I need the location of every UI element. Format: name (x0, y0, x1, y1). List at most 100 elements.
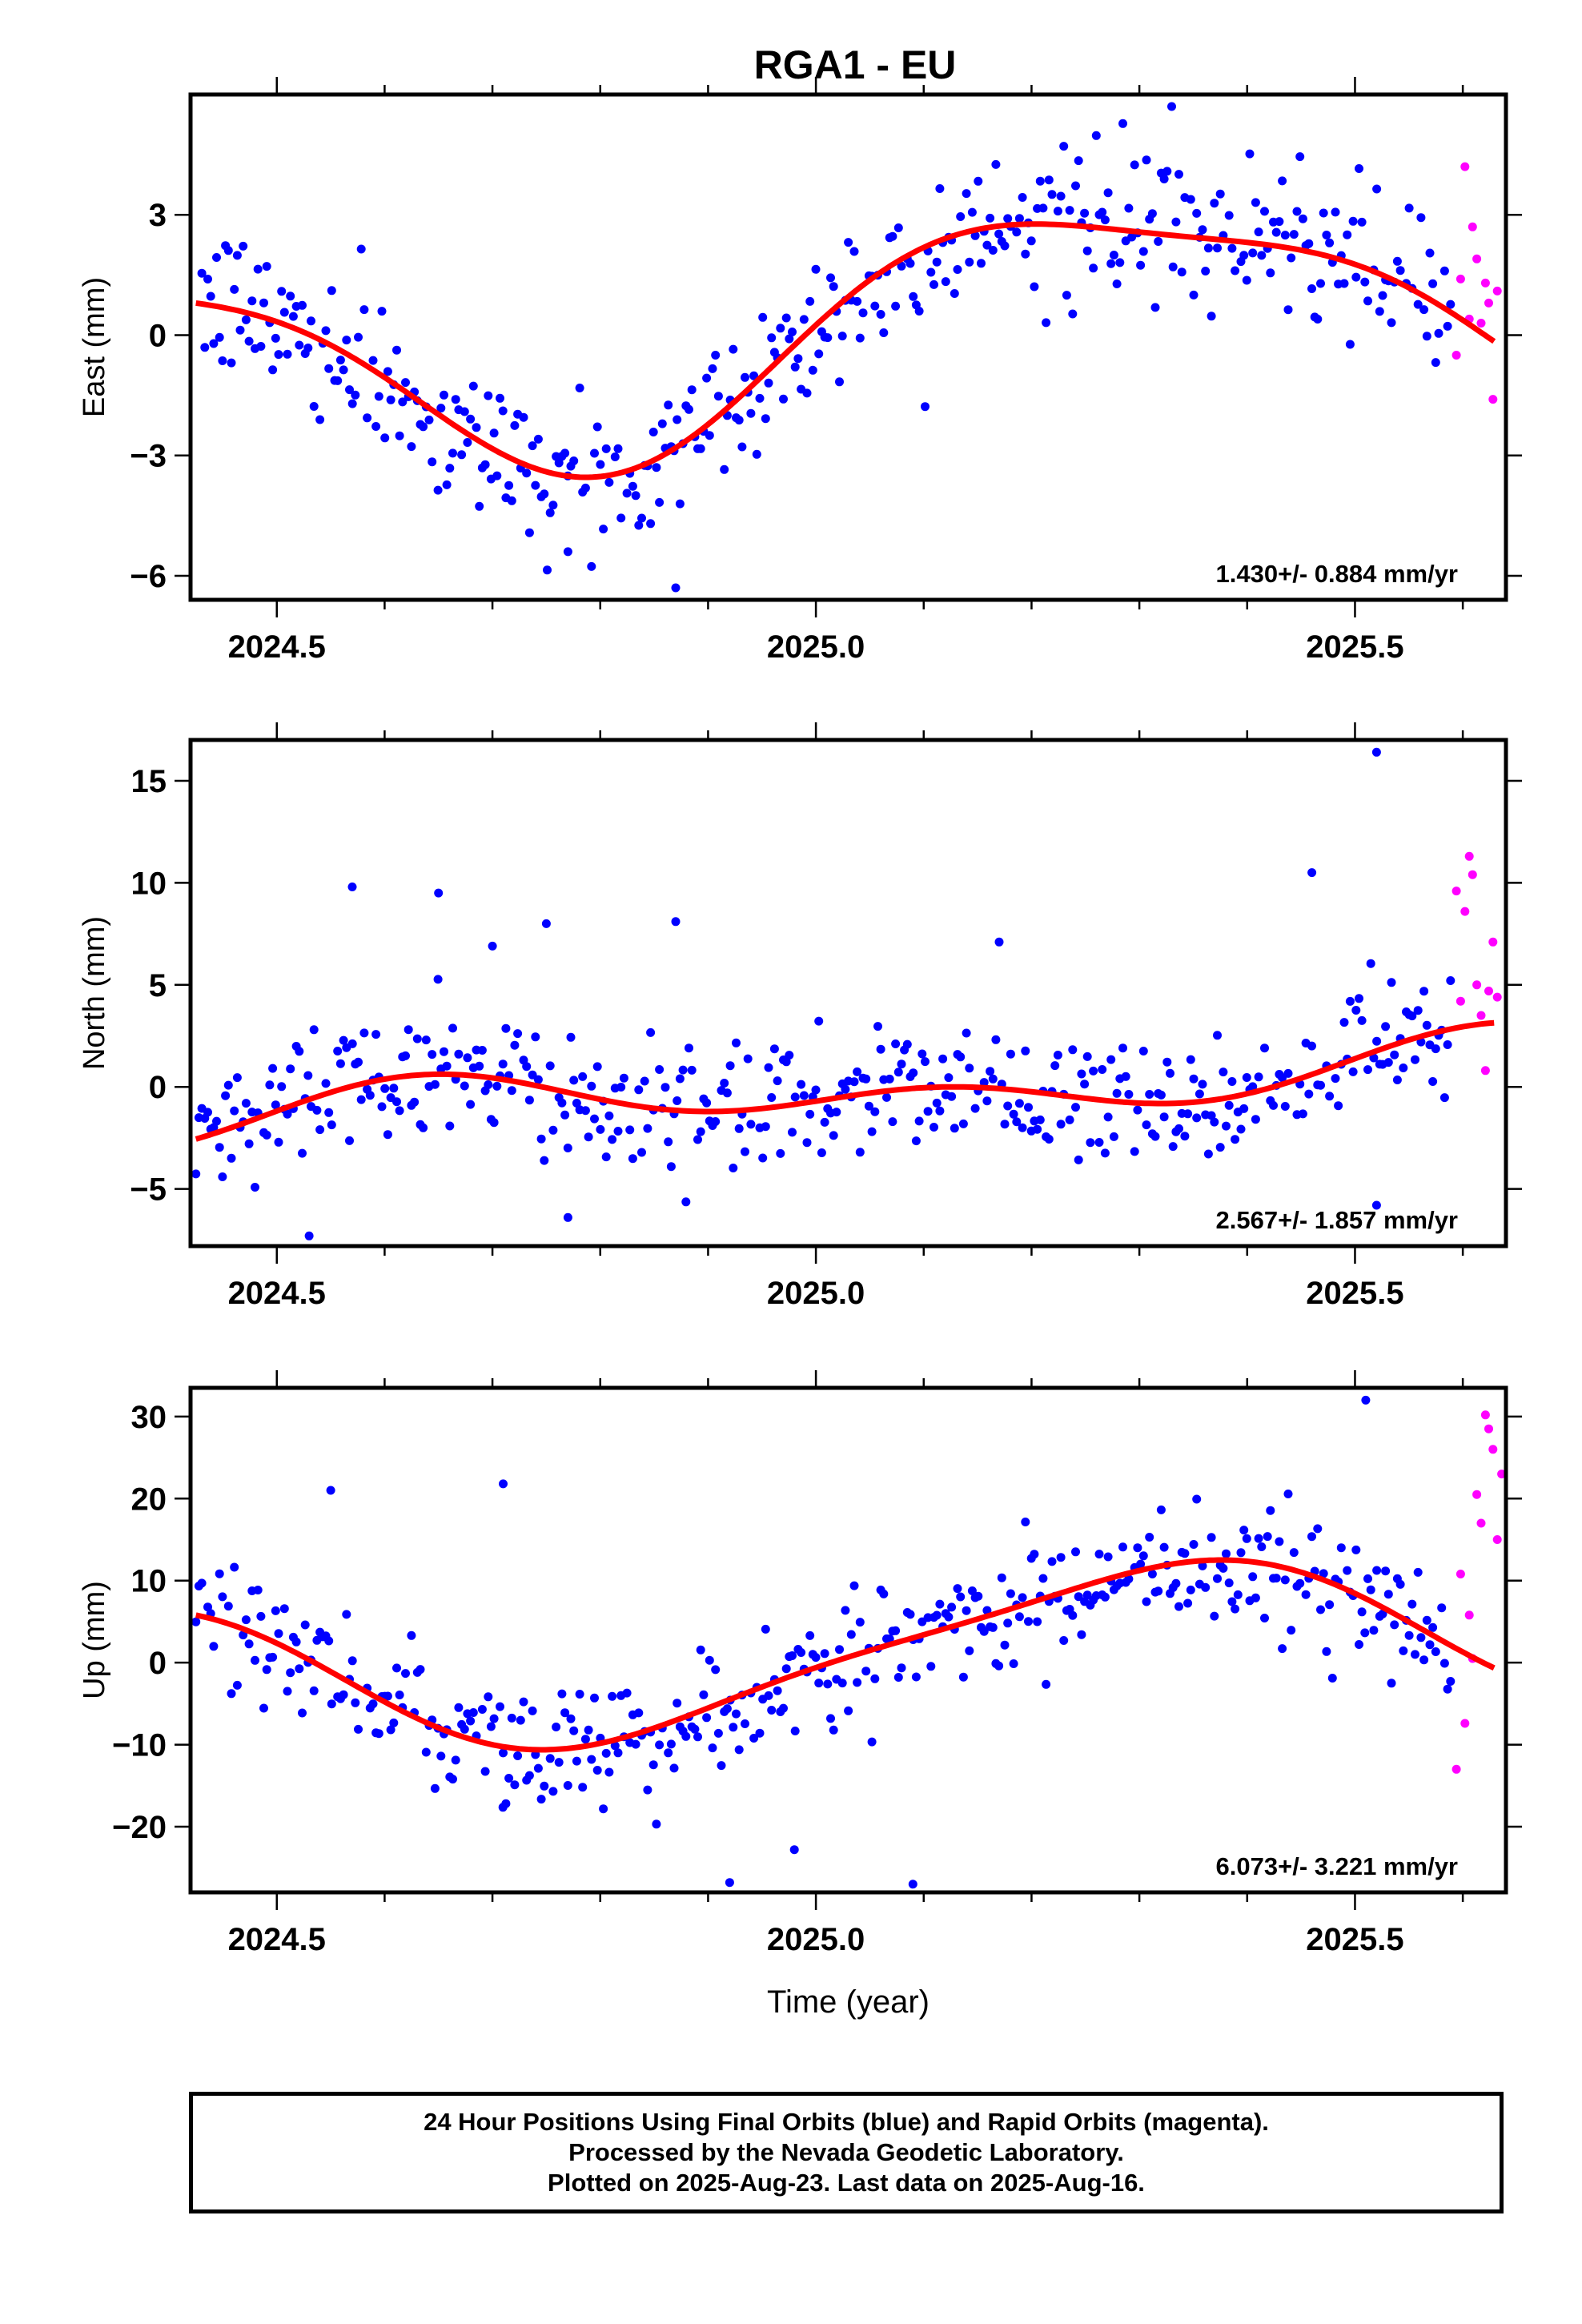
final-orbit-point (1174, 170, 1183, 179)
final-orbit-point (1319, 208, 1328, 218)
final-orbit-point (608, 1135, 617, 1144)
final-orbit-point (1109, 251, 1118, 259)
final-orbit-point (1248, 248, 1258, 258)
final-orbit-point (262, 1130, 271, 1140)
final-orbit-point (988, 1074, 998, 1084)
final-orbit-point (1390, 1050, 1399, 1059)
final-orbit-point (1231, 266, 1240, 275)
final-orbit-point (259, 1703, 268, 1713)
final-orbit-point (241, 1615, 251, 1625)
up-points (191, 1395, 1506, 1889)
final-orbit-point (761, 1122, 770, 1132)
final-orbit-point (321, 1079, 331, 1088)
final-orbit-point (781, 1664, 791, 1674)
final-orbit-point (1336, 1543, 1346, 1553)
final-orbit-point (339, 1035, 348, 1045)
final-orbit-point (1014, 214, 1024, 223)
final-orbit-point (773, 1076, 782, 1086)
final-orbit-point (401, 1051, 410, 1060)
final-orbit-point (377, 1102, 387, 1112)
final-orbit-point (837, 332, 847, 341)
final-orbit-point (489, 1118, 499, 1128)
final-orbit-point (1287, 253, 1296, 263)
final-orbit-point (298, 300, 307, 310)
final-orbit-point (223, 1080, 233, 1090)
final-orbit-point (755, 1728, 765, 1738)
final-orbit-point (1313, 315, 1323, 324)
final-orbit-point (395, 431, 404, 440)
final-orbit-point (1071, 181, 1080, 191)
final-orbit-point (335, 1059, 345, 1068)
final-orbit-point (613, 1748, 623, 1758)
final-orbit-point (637, 513, 646, 523)
east-fit-line (195, 221, 1496, 480)
final-orbit-point (696, 1645, 705, 1655)
final-orbit-point (1363, 1574, 1372, 1583)
final-orbit-point (1115, 258, 1125, 267)
final-orbit-point (354, 332, 363, 342)
final-orbit-point (309, 1686, 319, 1695)
final-orbit-point (580, 483, 590, 493)
final-orbit-point (930, 279, 938, 289)
final-orbit-point (421, 1035, 431, 1045)
final-orbit-point (1167, 102, 1176, 111)
final-orbit-point (702, 1098, 712, 1108)
final-orbit-point (578, 1783, 588, 1792)
final-orbit-point (286, 1668, 295, 1678)
final-orbit-point (713, 1728, 723, 1738)
final-orbit-point (673, 1699, 682, 1708)
final-orbit-point (351, 390, 360, 400)
final-orbit-point (412, 1034, 422, 1043)
final-orbit-point (1168, 262, 1178, 271)
final-orbit-point (779, 1703, 788, 1713)
final-orbit-point (622, 1688, 632, 1698)
final-orbit-point (729, 1723, 738, 1732)
final-orbit-point (986, 1067, 995, 1076)
final-orbit-point (1233, 1590, 1243, 1599)
y-tick-label: −6 (130, 559, 167, 594)
final-orbit-point (590, 448, 599, 458)
final-orbit-point (279, 1604, 289, 1614)
final-orbit-point (956, 1052, 966, 1062)
x-tick-label: 2024.5 (228, 1922, 326, 1957)
final-orbit-point (540, 1156, 549, 1165)
final-orbit-point (1434, 328, 1443, 338)
final-orbit-point (392, 345, 401, 355)
final-orbit-point (232, 251, 242, 260)
final-orbit-point (265, 1080, 275, 1090)
final-orbit-point (767, 333, 777, 343)
final-orbit-point (1231, 1135, 1240, 1144)
final-orbit-point (1392, 256, 1402, 266)
final-orbit-point (958, 1119, 968, 1128)
final-orbit-point (271, 1100, 280, 1110)
rapid-orbit-point (1476, 319, 1486, 328)
final-orbit-point (215, 1143, 224, 1152)
final-orbit-point (991, 1035, 1001, 1044)
y-tick-label: −10 (112, 1728, 167, 1763)
final-orbit-point (788, 1651, 797, 1660)
final-orbit-point (897, 1663, 906, 1673)
final-orbit-point (746, 1120, 756, 1129)
final-orbit-point (548, 1787, 558, 1796)
final-orbit-point (604, 477, 614, 487)
final-orbit-point (790, 362, 800, 372)
final-orbit-point (725, 1878, 734, 1888)
final-orbit-point (1369, 1053, 1379, 1063)
final-orbit-point (708, 364, 717, 373)
final-orbit-point (699, 1690, 709, 1699)
final-orbit-point (1033, 1124, 1042, 1134)
final-orbit-point (1227, 243, 1237, 253)
final-orbit-point (239, 1630, 248, 1640)
final-orbit-point (1203, 1149, 1213, 1159)
final-orbit-point (448, 448, 457, 458)
final-orbit-point (1154, 237, 1163, 246)
final-orbit-point (965, 1063, 974, 1073)
final-orbit-point (1154, 1586, 1163, 1596)
final-orbit-point (218, 1592, 227, 1602)
final-orbit-point (643, 1785, 652, 1795)
final-orbit-point (510, 1780, 520, 1790)
final-orbit-point (849, 1077, 859, 1087)
final-orbit-point (383, 1130, 392, 1140)
final-orbit-point (844, 1706, 853, 1715)
final-orbit-point (1348, 1067, 1358, 1076)
